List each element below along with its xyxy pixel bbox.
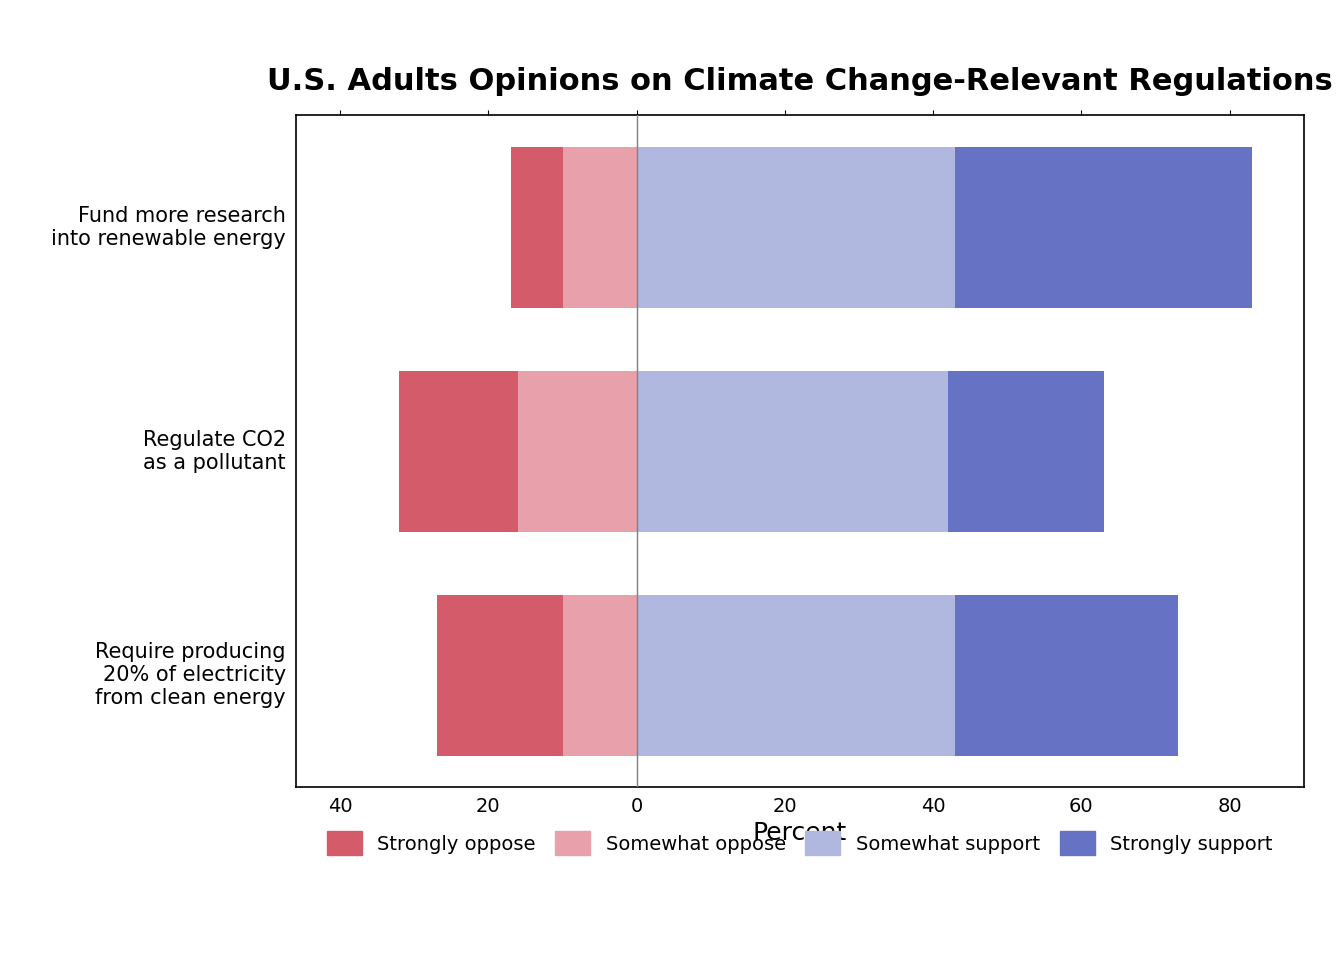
Bar [637, 371, 948, 532]
Bar [511, 147, 563, 308]
Legend: Strongly oppose, Somewhat oppose, Somewhat support, Strongly support: Strongly oppose, Somewhat oppose, Somewh… [317, 822, 1282, 865]
Bar [517, 371, 637, 532]
Title: U.S. Adults Opinions on Climate Change-Relevant Regulations: U.S. Adults Opinions on Climate Change-R… [267, 67, 1332, 96]
Bar [637, 594, 956, 756]
Bar [956, 594, 1177, 756]
Bar [437, 594, 563, 756]
Bar [637, 147, 956, 308]
Bar [399, 371, 517, 532]
Bar [563, 594, 637, 756]
Bar [563, 147, 637, 308]
X-axis label: Percent: Percent [753, 822, 847, 846]
Bar [948, 371, 1103, 532]
Bar [956, 147, 1251, 308]
